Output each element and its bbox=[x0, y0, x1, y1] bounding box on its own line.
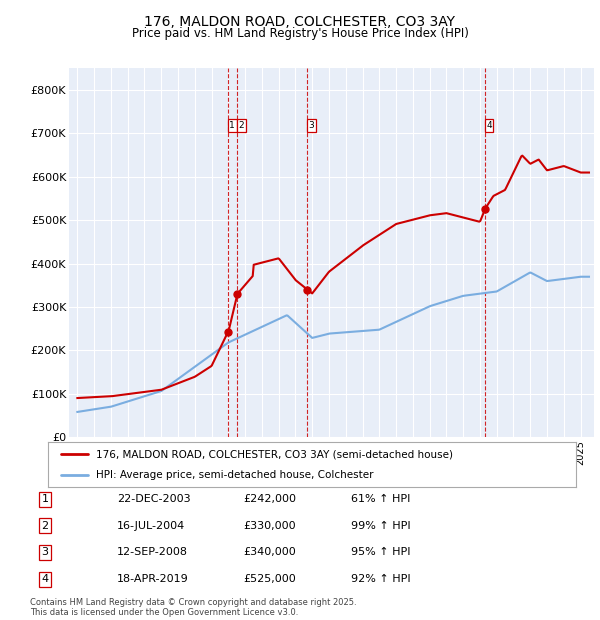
Text: 16-JUL-2004: 16-JUL-2004 bbox=[117, 521, 185, 531]
Text: 1: 1 bbox=[229, 121, 235, 130]
Text: 18-APR-2019: 18-APR-2019 bbox=[117, 574, 189, 584]
Text: 22-DEC-2003: 22-DEC-2003 bbox=[117, 494, 191, 504]
Text: Price paid vs. HM Land Registry's House Price Index (HPI): Price paid vs. HM Land Registry's House … bbox=[131, 27, 469, 40]
Text: 3: 3 bbox=[308, 121, 314, 130]
Text: 4: 4 bbox=[486, 121, 492, 130]
Text: Contains HM Land Registry data © Crown copyright and database right 2025.: Contains HM Land Registry data © Crown c… bbox=[30, 598, 356, 607]
Text: 176, MALDON ROAD, COLCHESTER, CO3 3AY (semi-detached house): 176, MALDON ROAD, COLCHESTER, CO3 3AY (s… bbox=[95, 449, 452, 459]
Text: £242,000: £242,000 bbox=[243, 494, 296, 504]
Text: 2: 2 bbox=[239, 121, 244, 130]
Text: HPI: Average price, semi-detached house, Colchester: HPI: Average price, semi-detached house,… bbox=[95, 469, 373, 480]
Text: £525,000: £525,000 bbox=[243, 574, 296, 584]
Text: 1: 1 bbox=[41, 494, 49, 504]
Text: 2: 2 bbox=[41, 521, 49, 531]
Text: £330,000: £330,000 bbox=[243, 521, 296, 531]
Text: 12-SEP-2008: 12-SEP-2008 bbox=[117, 547, 188, 557]
Text: 99% ↑ HPI: 99% ↑ HPI bbox=[351, 521, 410, 531]
Text: 3: 3 bbox=[41, 547, 49, 557]
Text: £340,000: £340,000 bbox=[243, 547, 296, 557]
Text: 4: 4 bbox=[41, 574, 49, 584]
Text: This data is licensed under the Open Government Licence v3.0.: This data is licensed under the Open Gov… bbox=[30, 608, 298, 617]
Text: 92% ↑ HPI: 92% ↑ HPI bbox=[351, 574, 410, 584]
Text: 176, MALDON ROAD, COLCHESTER, CO3 3AY: 176, MALDON ROAD, COLCHESTER, CO3 3AY bbox=[145, 16, 455, 30]
Text: 61% ↑ HPI: 61% ↑ HPI bbox=[351, 494, 410, 504]
Text: 95% ↑ HPI: 95% ↑ HPI bbox=[351, 547, 410, 557]
